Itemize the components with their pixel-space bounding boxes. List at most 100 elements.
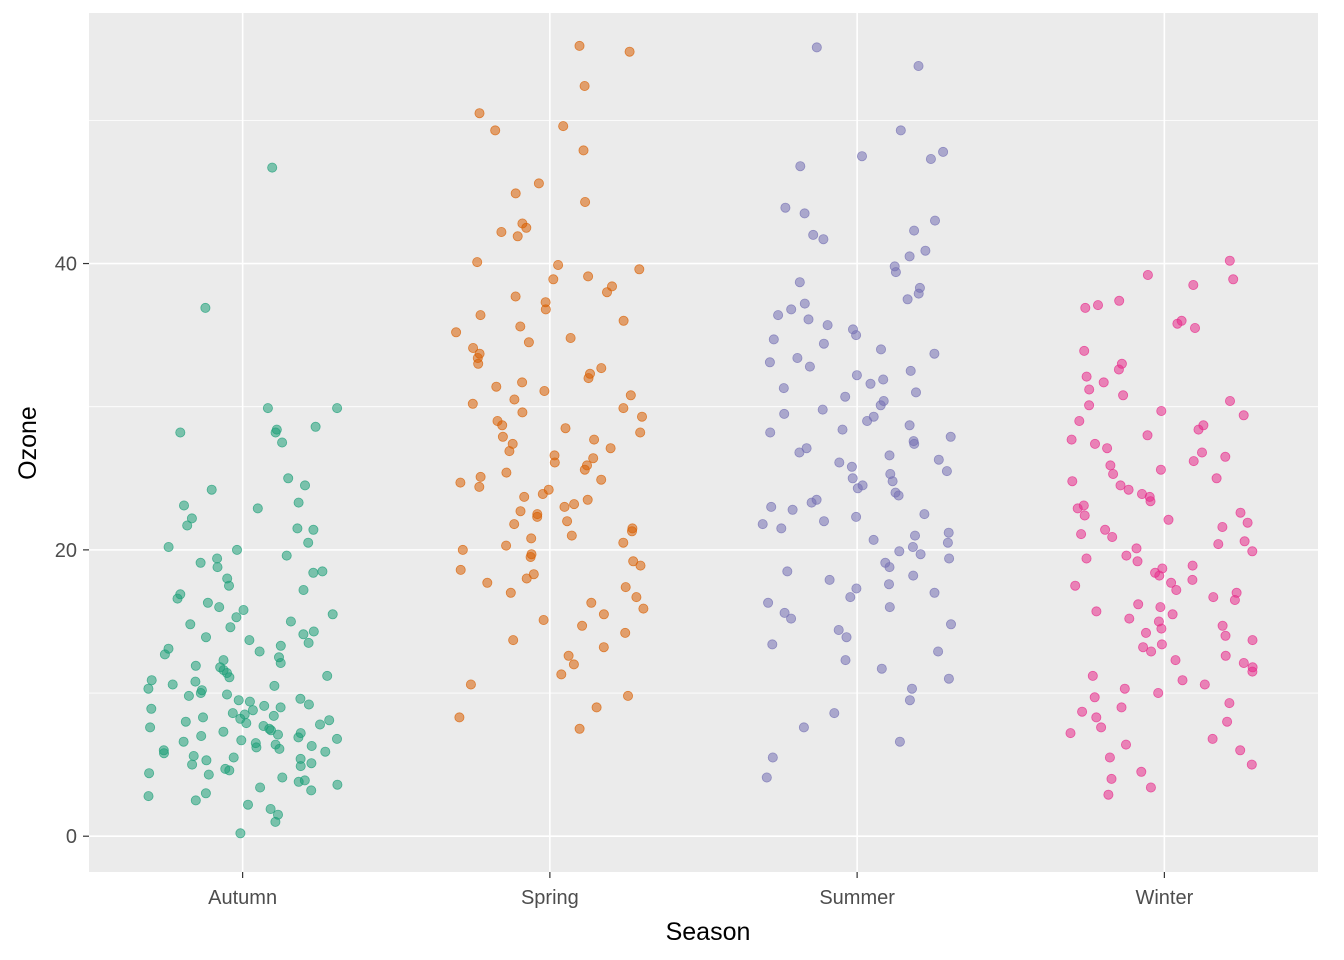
data-point-autumn — [255, 782, 266, 793]
data-point-winter — [1081, 371, 1092, 382]
data-point-autumn — [159, 649, 170, 660]
data-point-summer — [799, 208, 810, 219]
data-point-winter — [1235, 745, 1246, 756]
data-point-winter — [1154, 570, 1165, 581]
x-axis-title: Season — [666, 918, 751, 946]
data-point-spring — [562, 516, 573, 527]
data-point-winter — [1113, 364, 1124, 375]
data-point-spring — [618, 537, 629, 548]
data-point-winter — [1087, 670, 1098, 681]
data-point-autumn — [274, 743, 285, 754]
data-point-spring — [515, 506, 526, 517]
data-point-winter — [1156, 405, 1167, 416]
data-point-summer — [907, 542, 918, 553]
data-point-spring — [455, 564, 466, 575]
data-point-winter — [1193, 424, 1204, 435]
data-point-autumn — [195, 688, 206, 699]
data-point-winter — [1077, 706, 1088, 717]
data-point-summer — [851, 583, 862, 594]
data-point-summer — [893, 490, 904, 501]
data-point-summer — [905, 365, 916, 376]
data-point-spring — [618, 403, 629, 414]
data-point-autumn — [214, 602, 225, 613]
data-point-spring — [510, 188, 521, 199]
data-point-spring — [509, 394, 520, 405]
data-point-summer — [913, 288, 924, 299]
data-point-autumn — [143, 791, 154, 802]
data-point-winter — [1133, 599, 1144, 610]
data-point-autumn — [268, 710, 279, 721]
data-point-summer — [757, 519, 768, 530]
data-point-summer — [806, 497, 817, 508]
data-point-summer — [942, 537, 953, 548]
data-point-spring — [560, 423, 571, 434]
data-point-winter — [1121, 739, 1132, 750]
data-point-autumn — [252, 503, 263, 514]
data-point-autumn — [331, 733, 342, 744]
data-point-autumn — [172, 593, 183, 604]
data-point-winter — [1107, 532, 1118, 543]
data-point-winter — [1247, 635, 1258, 646]
data-point-autumn — [244, 696, 255, 707]
data-point-spring — [624, 46, 635, 57]
data-point-autumn — [200, 788, 211, 799]
y-tick-label: 20 — [55, 540, 77, 562]
data-point-autumn — [306, 741, 317, 752]
data-point-summer — [845, 592, 856, 603]
data-point-summer — [909, 438, 920, 449]
data-point-summer — [925, 153, 936, 164]
data-point-summer — [895, 125, 906, 136]
data-point-spring — [628, 556, 639, 567]
data-point-winter — [1213, 539, 1224, 550]
data-point-summer — [908, 570, 919, 581]
data-point-autumn — [206, 484, 217, 495]
data-points — [143, 40, 1258, 839]
data-point-autumn — [212, 562, 223, 573]
data-point-winter — [1190, 322, 1201, 333]
data-point-winter — [1187, 574, 1198, 585]
data-point-spring — [455, 477, 466, 488]
data-point-summer — [840, 391, 851, 402]
data-point-autumn — [314, 719, 325, 730]
data-point-autumn — [306, 785, 317, 796]
data-point-autumn — [320, 746, 331, 757]
data-point-winter — [1084, 400, 1095, 411]
data-point-spring — [620, 627, 631, 638]
data-point-summer — [946, 619, 957, 630]
data-point-spring — [491, 381, 502, 392]
data-point-autumn — [299, 480, 310, 491]
data-point-spring — [638, 603, 649, 614]
data-point-autumn — [265, 804, 276, 815]
data-point-spring — [589, 434, 600, 445]
data-point-winter — [1119, 683, 1130, 694]
data-point-summer — [803, 314, 814, 325]
data-point-autumn — [178, 500, 189, 511]
data-point-winter — [1172, 318, 1183, 329]
data-point-winter — [1224, 255, 1235, 266]
data-point-autumn — [298, 629, 309, 640]
data-point-winter — [1118, 390, 1129, 401]
data-point-summer — [818, 234, 829, 245]
data-point-spring — [497, 431, 508, 442]
data-point-summer — [887, 476, 898, 487]
data-point-summer — [799, 298, 810, 309]
data-point-spring — [521, 222, 532, 233]
data-point-autumn — [190, 676, 201, 687]
data-point-autumn — [303, 699, 314, 710]
data-point-winter — [1132, 556, 1143, 567]
data-point-winter — [1142, 430, 1153, 441]
data-point-spring — [496, 226, 507, 237]
data-point-spring — [521, 573, 532, 584]
data-point-spring — [517, 407, 528, 418]
data-point-winter — [1228, 274, 1239, 285]
data-point-spring — [525, 552, 536, 563]
data-point-winter — [1208, 592, 1219, 603]
data-point-winter — [1155, 464, 1166, 475]
data-point-summer — [913, 61, 924, 72]
data-point-autumn — [317, 566, 328, 577]
data-point-summer — [851, 511, 862, 522]
data-point-autumn — [146, 675, 157, 686]
data-point-summer — [904, 251, 915, 262]
data-point-summer — [765, 427, 776, 438]
data-point-summer — [902, 294, 913, 305]
